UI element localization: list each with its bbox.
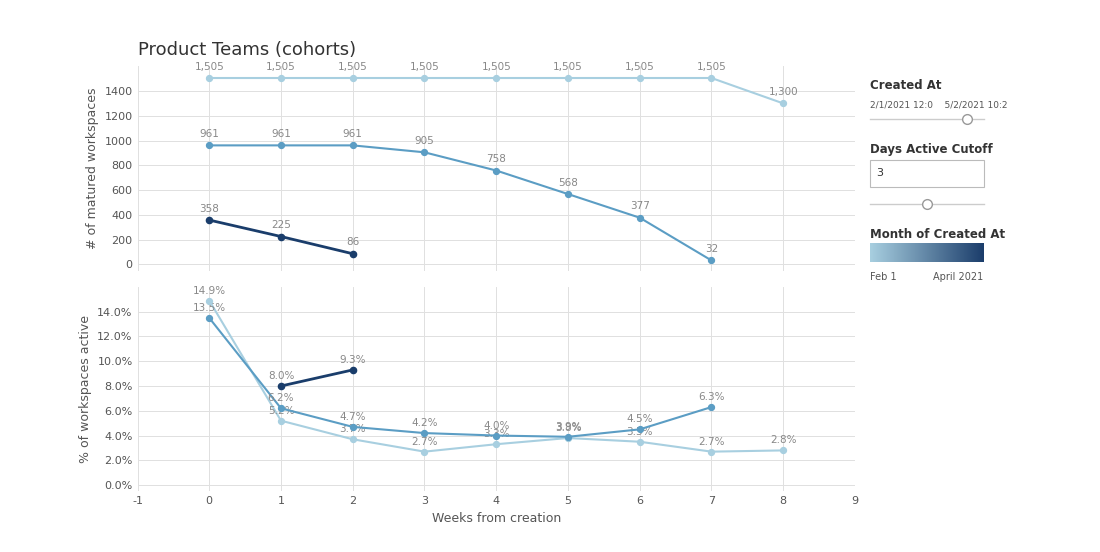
Point — [200, 216, 218, 225]
Point — [416, 429, 433, 438]
Text: 86: 86 — [346, 237, 360, 247]
Text: 4.5%: 4.5% — [627, 415, 653, 424]
Text: 2.8%: 2.8% — [770, 436, 796, 445]
Point — [200, 141, 218, 150]
Point — [559, 434, 576, 443]
Text: 1,505: 1,505 — [553, 62, 583, 72]
Point — [487, 73, 505, 82]
Text: 4.0%: 4.0% — [483, 421, 509, 431]
Point — [631, 437, 649, 446]
Point — [487, 431, 505, 440]
Text: 5.2%: 5.2% — [267, 406, 294, 416]
Text: 961: 961 — [343, 129, 363, 139]
Text: 568: 568 — [558, 178, 578, 188]
Text: 2/1/2021 12:0    5/2/2021 10:2: 2/1/2021 12:0 5/2/2021 10:2 — [870, 100, 1008, 109]
Text: 1,505: 1,505 — [482, 62, 512, 72]
Point — [774, 446, 792, 455]
Point — [416, 73, 433, 82]
Text: 1,505: 1,505 — [625, 62, 654, 72]
Text: 225: 225 — [271, 220, 290, 230]
Point — [272, 141, 289, 150]
Point — [200, 296, 218, 305]
Text: 3.5%: 3.5% — [627, 427, 653, 437]
Point — [272, 232, 289, 241]
FancyBboxPatch shape — [870, 160, 983, 187]
Point — [272, 73, 289, 82]
Point — [200, 73, 218, 82]
Text: Days Active Cutoff: Days Active Cutoff — [870, 143, 992, 156]
Point — [344, 365, 362, 374]
Text: 961: 961 — [199, 129, 219, 139]
Point — [631, 213, 649, 222]
Point — [416, 447, 433, 456]
Text: 32: 32 — [705, 244, 718, 254]
Text: 4.2%: 4.2% — [411, 418, 438, 428]
Point — [703, 402, 720, 411]
Text: 1,505: 1,505 — [409, 62, 439, 72]
Text: 358: 358 — [199, 204, 219, 214]
Point — [344, 73, 362, 82]
Text: 377: 377 — [630, 201, 650, 211]
Text: 1,505: 1,505 — [338, 62, 367, 72]
Point — [559, 432, 576, 441]
Point — [631, 425, 649, 434]
Text: 6.2%: 6.2% — [267, 394, 294, 404]
Text: Created At: Created At — [870, 79, 942, 92]
Text: 961: 961 — [271, 129, 290, 139]
Point — [703, 256, 720, 265]
Text: Feb 1: Feb 1 — [870, 272, 896, 283]
Text: 1,505: 1,505 — [266, 62, 296, 72]
Text: 1,300: 1,300 — [769, 87, 798, 97]
Point — [774, 99, 792, 108]
Y-axis label: % of workspaces active: % of workspaces active — [79, 315, 91, 463]
Text: 13.5%: 13.5% — [192, 303, 226, 313]
Text: 1,505: 1,505 — [195, 62, 224, 72]
Point — [416, 148, 433, 157]
Text: 2.7%: 2.7% — [698, 437, 725, 447]
X-axis label: Weeks from creation: Weeks from creation — [431, 512, 561, 525]
Point — [344, 422, 362, 431]
Point — [703, 73, 720, 82]
Text: 8.0%: 8.0% — [267, 371, 294, 381]
Text: April 2021: April 2021 — [934, 272, 983, 283]
Point — [344, 141, 362, 150]
Y-axis label: # of matured workspaces: # of matured workspaces — [86, 88, 99, 249]
Text: 4.7%: 4.7% — [340, 412, 366, 422]
Point — [272, 381, 289, 390]
Point — [272, 416, 289, 425]
Text: 2.7%: 2.7% — [411, 437, 438, 447]
Text: 905: 905 — [415, 136, 434, 146]
Text: 14.9%: 14.9% — [192, 285, 226, 296]
Point — [559, 190, 576, 199]
Text: 3: 3 — [876, 168, 883, 178]
Text: 3.3%: 3.3% — [483, 429, 509, 439]
Point — [487, 440, 505, 449]
Text: Month of Created At: Month of Created At — [870, 228, 1004, 241]
Text: 3.8%: 3.8% — [554, 423, 581, 433]
Text: 1,505: 1,505 — [696, 62, 726, 72]
Text: 3.7%: 3.7% — [340, 424, 366, 434]
Point — [272, 404, 289, 413]
Point — [703, 447, 720, 456]
Point — [344, 435, 362, 444]
Point — [200, 314, 218, 322]
Text: 6.3%: 6.3% — [698, 392, 725, 402]
Point — [487, 166, 505, 175]
Point — [631, 73, 649, 82]
Text: 3.9%: 3.9% — [554, 422, 581, 432]
Text: 758: 758 — [486, 154, 506, 164]
Point — [344, 250, 362, 258]
Point — [559, 73, 576, 82]
Text: 9.3%: 9.3% — [340, 355, 366, 365]
Text: Product Teams (cohorts): Product Teams (cohorts) — [138, 41, 355, 59]
